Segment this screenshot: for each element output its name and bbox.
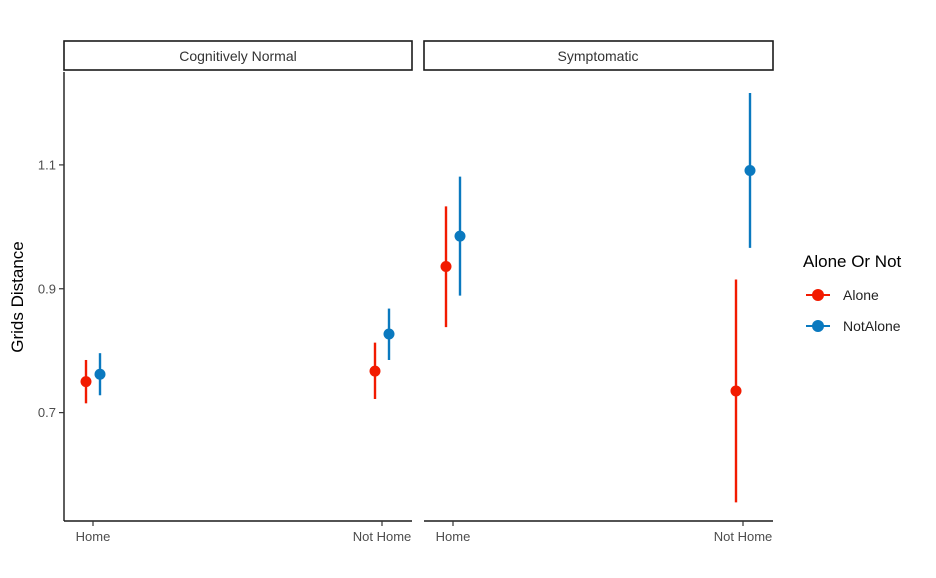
x-tick-label: Not Home: [353, 529, 412, 544]
facet-strip-label: Cognitively Normal: [179, 48, 296, 64]
point-notalone: [383, 328, 395, 340]
x-axis-ticks: Home Not Home Home Not Home: [76, 521, 773, 544]
point-notalone: [454, 230, 466, 242]
legend: Alone Or Not Alone NotAlone: [803, 252, 902, 334]
legend-key-dot: [812, 320, 824, 332]
legend-label: Alone: [843, 287, 879, 303]
legend-item-alone: Alone: [806, 287, 879, 303]
facet-strip-box: [423, 40, 774, 71]
legend-title: Alone Or Not: [803, 252, 902, 271]
x-tick-label: Home: [76, 529, 111, 544]
facet-strip-label: Symptomatic: [558, 48, 639, 64]
point-alone: [80, 376, 92, 388]
x-tick-label: Not Home: [714, 529, 773, 544]
facet-strip-0: Cognitively Normal: [63, 40, 413, 71]
point-alone: [730, 385, 742, 397]
point-alone: [440, 260, 452, 272]
y-axis-title: Grids Distance: [8, 241, 27, 352]
legend-item-notalone: NotAlone: [806, 318, 901, 334]
axes: [63, 72, 773, 522]
point-notalone: [744, 164, 756, 176]
x-tick-label: Home: [436, 529, 471, 544]
point-alone: [369, 365, 381, 377]
legend-label: NotAlone: [843, 318, 901, 334]
facet-strip-1: Symptomatic: [423, 40, 774, 71]
y-axis-ticks: 0.7 0.9 1.1: [38, 157, 64, 420]
y-tick-label: 0.9: [38, 281, 56, 296]
point-notalone: [94, 368, 106, 380]
legend-key-dot: [812, 289, 824, 301]
data-marks: [80, 93, 756, 503]
y-tick-label: 1.1: [38, 157, 56, 172]
facet-strip-box: [63, 40, 413, 71]
y-tick-label: 0.7: [38, 405, 56, 420]
